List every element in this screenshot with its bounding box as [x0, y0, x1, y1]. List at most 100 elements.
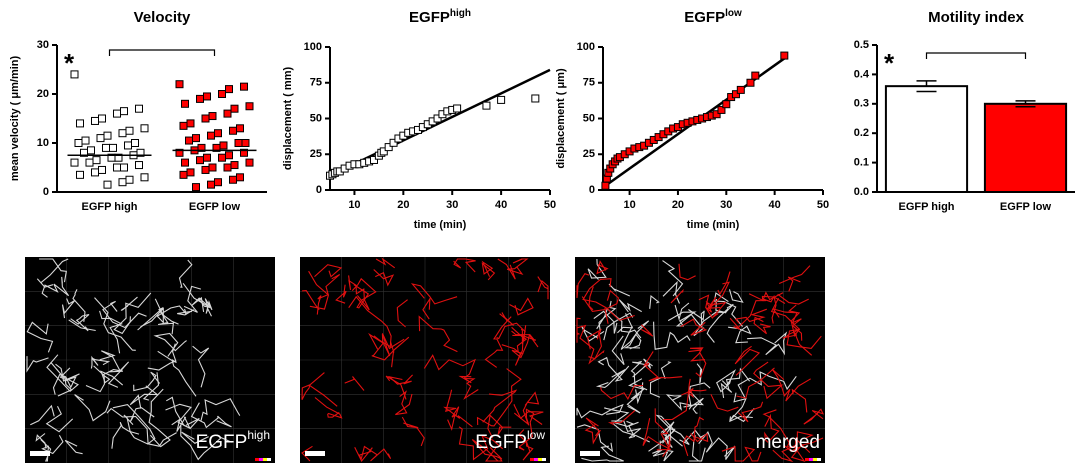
data-point [242, 140, 249, 147]
color-bar [817, 458, 821, 461]
x-tick-label: 20 [672, 199, 684, 211]
data-point [752, 72, 759, 79]
data-point [114, 164, 121, 171]
data-point [241, 83, 248, 90]
data-point [246, 103, 253, 110]
scale-bar [580, 451, 600, 456]
data-point [208, 132, 215, 139]
data-point [737, 86, 744, 93]
data-point [209, 113, 216, 120]
data-point [93, 157, 100, 164]
color-bar [538, 458, 542, 461]
data-point [126, 127, 133, 134]
data-point [119, 179, 126, 186]
image-label-text: merged [756, 432, 820, 453]
y-tick-label: 20 [37, 88, 49, 100]
data-point [237, 125, 244, 132]
title-text: EGFP [409, 9, 450, 26]
data-point [182, 159, 189, 166]
x-tick-label: 10 [348, 199, 360, 211]
color-bar [263, 458, 267, 461]
chart-title: EGFPlow [684, 8, 742, 26]
image-label: merged [756, 432, 820, 453]
y-tick-label: 0.5 [854, 39, 869, 51]
data-point [237, 174, 244, 181]
color-bar [813, 458, 817, 461]
image-label-superscript: high [247, 428, 270, 442]
data-point [126, 176, 133, 183]
data-point [103, 144, 110, 151]
data-point [219, 91, 226, 98]
data-point [197, 157, 204, 164]
color-bar [255, 458, 259, 461]
x-tick-label: EGFP low [189, 201, 241, 213]
data-point [75, 140, 82, 147]
data-point [231, 162, 238, 169]
data-point [224, 110, 231, 117]
data-point [104, 181, 111, 188]
data-point [224, 164, 231, 171]
data-point [180, 171, 187, 178]
data-point [187, 169, 194, 176]
data-point [193, 184, 200, 191]
data-point [136, 162, 143, 169]
image-label-text: EGFP [475, 432, 527, 453]
x-axis-label: time (min) [687, 219, 740, 231]
data-point [92, 117, 99, 124]
data-point [77, 120, 84, 127]
y-tick-label: 50 [310, 112, 322, 124]
data-point [176, 81, 183, 88]
data-point [204, 93, 211, 100]
y-tick-label: 0.2 [854, 127, 869, 139]
data-point [132, 140, 139, 147]
x-axis-label: time (min) [414, 219, 467, 231]
y-tick-label: 0.1 [854, 157, 869, 169]
data-point [220, 142, 227, 149]
title-text: Motility index [928, 9, 1024, 26]
y-tick-label: 75 [310, 77, 322, 89]
x-tick-label: 30 [446, 199, 458, 211]
data-point [230, 127, 237, 134]
y-tick-label: 0 [43, 186, 49, 198]
title-superscript: low [725, 8, 742, 19]
data-point [121, 164, 128, 171]
data-point [231, 105, 238, 112]
data-point [246, 159, 253, 166]
title-text: Velocity [134, 9, 191, 26]
y-tick-label: 0.3 [854, 98, 869, 110]
x-tick-label: EGFP high [81, 201, 137, 213]
data-point [454, 105, 461, 112]
image-label-text: EGFP [196, 432, 248, 453]
scale-bar [30, 451, 50, 456]
annotation: * [64, 48, 75, 78]
chart-title: Motility index [928, 9, 1024, 26]
y-tick-label: 30 [37, 39, 49, 51]
figure: Velocity mean velocity ( μm/min) 0 10 20 30 EG… [0, 0, 1084, 463]
data-point [77, 171, 84, 178]
data-point [82, 137, 89, 144]
scale-bar [305, 451, 325, 456]
y-axis-label: mean velocity ( μm/min) [9, 56, 21, 182]
data-point [483, 102, 490, 109]
y-axis-label: displacement ( mm) [282, 67, 294, 171]
y-tick-label: 100 [304, 41, 322, 53]
y-tick-label: 100 [577, 41, 595, 53]
data-point [121, 108, 128, 115]
data-point [180, 122, 187, 129]
color-bar [542, 458, 546, 461]
y-tick-label: 0.0 [854, 186, 869, 198]
y-tick-label: 25 [583, 148, 595, 160]
data-point [125, 142, 132, 149]
color-bar [809, 458, 813, 461]
image-label-superscript: low [527, 428, 545, 442]
data-point [99, 115, 106, 122]
data-point [230, 176, 237, 183]
significance-bracket [110, 50, 215, 56]
x-tick-label: EGFP low [1000, 201, 1052, 213]
x-tick-label: 50 [817, 199, 829, 211]
data-point [186, 137, 193, 144]
bar [886, 86, 967, 192]
data-point [204, 154, 211, 161]
data-point [88, 147, 95, 154]
data-point [119, 130, 126, 137]
